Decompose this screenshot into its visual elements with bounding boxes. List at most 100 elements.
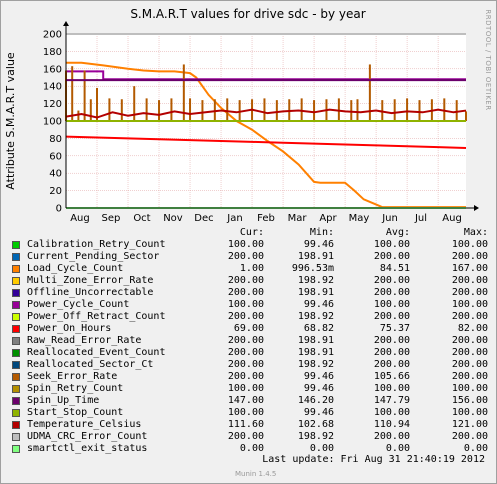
legend-avg: 0.00	[385, 443, 410, 454]
y-axis-arrow	[63, 21, 69, 26]
legend-swatch	[12, 241, 20, 249]
legend-cur: 200.00	[227, 275, 264, 286]
legend: Cur: Min: Avg: Max: Calibration_Retry_Co…	[12, 227, 490, 455]
legend-cur: 200.00	[227, 431, 264, 442]
y-tick-label: 180	[43, 47, 62, 58]
legend-swatch	[12, 265, 20, 273]
legend-name: Temperature_Celsius	[27, 419, 142, 430]
legend-min: 198.92	[297, 311, 334, 322]
legend-avg: 105.66	[373, 371, 410, 382]
legend-row: Start_Stop_Count 100.00 99.46 100.00 100.00	[12, 407, 490, 419]
legend-row: Power_Cycle_Count 100.00 99.46 100.00 100.00	[12, 299, 490, 311]
legend-avg: 200.00	[373, 275, 410, 286]
legend-cur: 111.60	[227, 419, 264, 430]
legend-row: Calibration_Retry_Count 100.00 99.46 100.00…	[12, 239, 490, 251]
y-tick-label: 100	[43, 117, 62, 128]
legend-swatch	[12, 433, 20, 441]
series-line	[66, 61, 466, 209]
legend-max: 200.00	[451, 275, 488, 286]
legend-avg: 200.00	[373, 347, 410, 358]
legend-avg: 147.79	[373, 395, 410, 406]
legend-max: 82.00	[457, 323, 488, 334]
legend-row: Reallocated_Sector_Ct 200.00 198.92 200.00 2…	[12, 359, 490, 371]
legend-name: Spin_Retry_Count	[27, 383, 124, 394]
legend-max: 200.00	[451, 335, 488, 346]
rrdtool-credit: RRDTOOL / TOBI OETIKER	[484, 9, 492, 110]
legend-avg: 100.00	[373, 407, 410, 418]
legend-swatch	[12, 421, 20, 429]
legend-min: 198.92	[297, 431, 334, 442]
legend-cur: 200.00	[227, 251, 264, 262]
legend-swatch	[12, 397, 20, 405]
legend-max: 100.00	[451, 299, 488, 310]
y-tick-label: 20	[49, 186, 62, 197]
legend-cur: 1.00	[239, 263, 264, 274]
legend-avg: 100.00	[373, 299, 410, 310]
legend-max: 167.00	[451, 263, 488, 274]
legend-min: 198.91	[297, 335, 334, 346]
x-tick-label: Sep	[102, 213, 121, 224]
legend-swatch	[12, 337, 20, 345]
legend-name: Start_Stop_Count	[27, 407, 124, 418]
legend-name: Power_On_Hours	[27, 323, 112, 334]
legend-min: 198.91	[297, 347, 334, 358]
legend-cur: 200.00	[227, 335, 264, 346]
series-line	[65, 108, 467, 119]
legend-max: 0.00	[463, 443, 488, 454]
legend-cur: 200.00	[227, 371, 264, 382]
legend-avg: 100.00	[373, 383, 410, 394]
legend-max: 100.00	[451, 239, 488, 250]
legend-avg: 200.00	[373, 335, 410, 346]
legend-cur: 200.00	[227, 347, 264, 358]
legend-min: 102.68	[297, 419, 334, 430]
legend-avg: 75.37	[379, 323, 410, 334]
legend-cur: 200.00	[227, 311, 264, 322]
legend-avg: 200.00	[373, 251, 410, 262]
legend-cur: 69.00	[233, 323, 264, 334]
legend-row: Current_Pending_Sector 200.00 198.91 200.00…	[12, 251, 490, 263]
legend-cur: 100.00	[227, 239, 264, 250]
legend-min: 99.46	[303, 407, 334, 418]
legend-row: Multi_Zone_Error_Rate 200.00 198.92 200.00 2…	[12, 275, 490, 287]
legend-min: 198.92	[297, 275, 334, 286]
y-tick-label: 200	[43, 30, 62, 41]
legend-name: Power_Cycle_Count	[27, 299, 130, 310]
x-tick-label: Dec	[194, 213, 213, 224]
legend-name: Current_Pending_Sector	[27, 251, 160, 262]
last-update: Last update: Fri Aug 31 21:40:19 2012	[262, 454, 485, 465]
legend-header-avg: Avg:	[385, 227, 410, 238]
y-tick-label: 40	[49, 169, 62, 180]
legend-max: 200.00	[451, 311, 488, 322]
x-tick-label: Feb	[257, 213, 275, 224]
legend-max: 200.00	[451, 347, 488, 358]
legend-row: Seek_Error_Rate 200.00 99.46 105.66 200.00	[12, 371, 490, 383]
legend-avg: 200.00	[373, 431, 410, 442]
legend-min: 996.53m	[291, 263, 334, 274]
legend-min: 99.46	[303, 383, 334, 394]
y-tick-label: 80	[49, 134, 62, 145]
legend-avg: 200.00	[373, 287, 410, 298]
legend-row: UDMA_CRC_Error_Count 200.00 198.92 200.00 20…	[12, 431, 490, 443]
y-tick-label: 60	[49, 151, 62, 162]
legend-cur: 100.00	[227, 383, 264, 394]
legend-row: Power_On_Hours 69.00 68.82 75.37 82.00	[12, 323, 490, 335]
munin-version: Munin 1.4.5	[235, 470, 277, 478]
legend-header: Cur: Min: Avg: Max:	[12, 227, 490, 239]
legend-header-cur: Cur:	[239, 227, 264, 238]
y-axis-label: Attribute S.M.A.R.T value	[4, 52, 17, 190]
legend-min: 68.82	[303, 323, 334, 334]
legend-row: smartctl_exit_status 0.00 0.00 0.00 0.00	[12, 443, 490, 455]
legend-max: 121.00	[451, 419, 488, 430]
legend-min: 198.91	[297, 287, 334, 298]
legend-max: 100.00	[451, 383, 488, 394]
legend-avg: 100.00	[373, 239, 410, 250]
legend-row: Temperature_Celsius 111.60 102.68 110.94 121…	[12, 419, 490, 431]
legend-swatch	[12, 373, 20, 381]
legend-swatch	[12, 277, 20, 285]
legend-swatch	[12, 253, 20, 261]
legend-avg: 84.51	[379, 263, 410, 274]
legend-row: Offline_Uncorrectable 200.00 198.91 200.00 2…	[12, 287, 490, 299]
x-tick-label: May	[349, 213, 370, 224]
legend-swatch	[12, 313, 20, 321]
legend-name: Seek_Error_Rate	[27, 371, 118, 382]
